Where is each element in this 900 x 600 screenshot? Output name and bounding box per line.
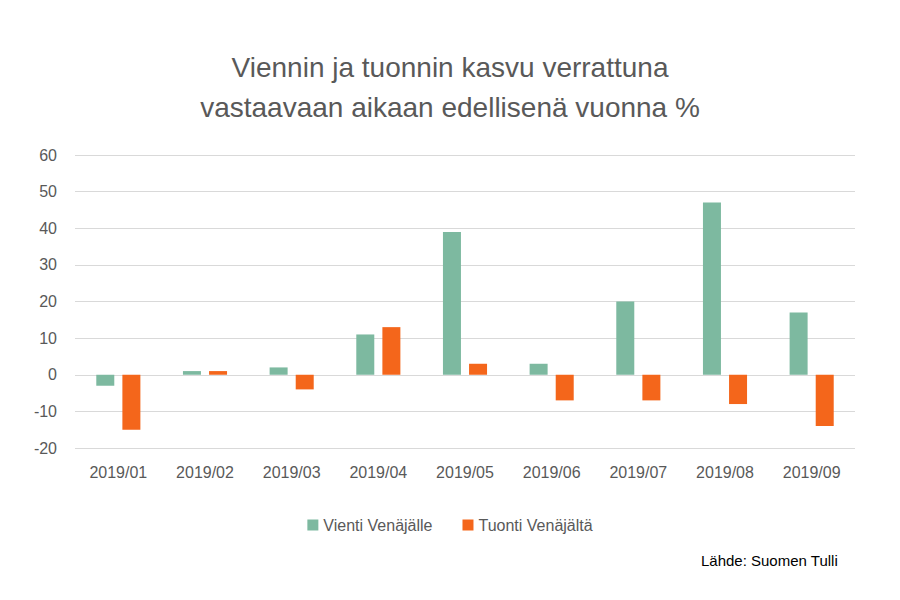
svg-text:2019/07: 2019/07 — [609, 464, 667, 481]
svg-text:30: 30 — [39, 256, 57, 273]
svg-text:2019/02: 2019/02 — [176, 464, 234, 481]
svg-text:2019/06: 2019/06 — [523, 464, 581, 481]
svg-text:2019/08: 2019/08 — [696, 464, 754, 481]
svg-text:2019/09: 2019/09 — [783, 464, 841, 481]
svg-text:-20: -20 — [34, 440, 57, 457]
svg-text:10: 10 — [39, 330, 57, 347]
svg-text:2019/03: 2019/03 — [263, 464, 321, 481]
svg-text:vastaavaan aikaan edellisenä v: vastaavaan aikaan edellisenä vuonna % — [200, 92, 700, 123]
svg-text:Lähde: Suomen Tulli: Lähde: Suomen Tulli — [701, 552, 838, 569]
svg-text:60: 60 — [39, 147, 57, 164]
svg-text:2019/04: 2019/04 — [349, 464, 407, 481]
svg-text:2019/01: 2019/01 — [89, 464, 147, 481]
svg-text:50: 50 — [39, 183, 57, 200]
svg-text:-10: -10 — [34, 403, 57, 420]
svg-text:Viennin ja tuonnin kasvu verra: Viennin ja tuonnin kasvu verrattuna — [232, 52, 669, 83]
svg-text:2019/05: 2019/05 — [436, 464, 494, 481]
svg-text:Vienti Venäjälle: Vienti Venäjälle — [323, 517, 432, 534]
svg-text:0: 0 — [48, 366, 57, 383]
svg-text:Tuonti Venäjältä: Tuonti Venäjältä — [478, 517, 592, 534]
svg-text:20: 20 — [39, 293, 57, 310]
svg-text:40: 40 — [39, 220, 57, 237]
